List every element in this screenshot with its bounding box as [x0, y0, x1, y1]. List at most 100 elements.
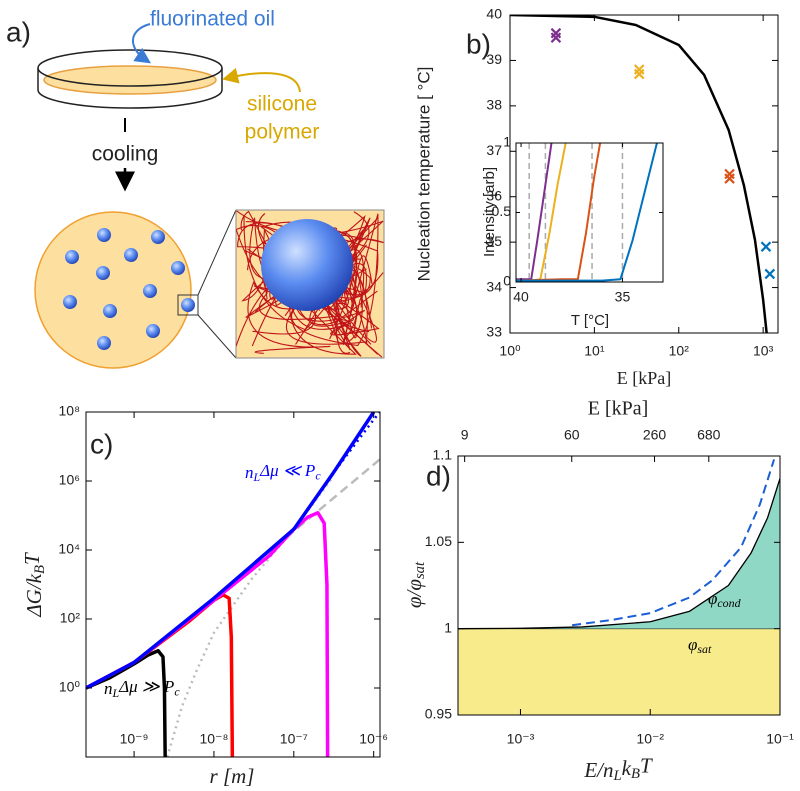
x-axis-label: T [°C] — [571, 312, 609, 329]
condensate-area — [458, 478, 780, 629]
plot-area — [510, 15, 776, 333]
x-tick-label: 10⁻⁶ — [359, 731, 388, 747]
subscript: L — [253, 470, 261, 484]
y-tick-label: 37 — [486, 142, 502, 158]
x-tick-label: 35 — [615, 289, 631, 305]
dish-rim — [37, 49, 223, 87]
x2-tick-label: 680 — [697, 427, 721, 443]
droplets — [63, 228, 195, 350]
series-line — [166, 477, 333, 757]
x-axis-label: E/nLkBT — [583, 753, 653, 784]
schematic: a) fluorinated oil silicone polymer cool… — [6, 8, 385, 369]
polymer-arrow — [222, 67, 301, 93]
droplet — [151, 230, 165, 244]
series-line — [86, 649, 167, 757]
subscript: L — [613, 769, 622, 785]
polymer-label: polymer — [245, 121, 320, 144]
y-tick-label: 10⁸ — [59, 403, 81, 419]
marker — [764, 268, 776, 280]
subscript: c — [315, 468, 321, 482]
x-tick-label: 10⁻¹ — [766, 731, 794, 747]
y-tick-label: 35 — [486, 233, 502, 249]
panel-label: a) — [6, 16, 31, 47]
x-tick-label: 10⁻³ — [507, 731, 535, 747]
polymer-strand — [294, 252, 366, 339]
plot-area — [516, 143, 658, 282]
y-axis-label: Intensity [arb] — [481, 167, 498, 257]
series-line — [516, 143, 553, 281]
droplet — [65, 250, 79, 264]
text-part: T — [20, 552, 44, 565]
y-tick-label: 1.05 — [425, 533, 452, 549]
subscript: cond — [717, 596, 740, 610]
oil-arrow — [132, 23, 151, 64]
text-part: φ — [708, 589, 717, 608]
zoom-line — [197, 209, 237, 296]
y-tick-label: 10⁴ — [58, 541, 80, 557]
subscript: B — [631, 766, 640, 782]
y-axis-label: Nucleation temperature [ °C] — [414, 67, 433, 282]
text-part: φ/φ — [402, 579, 426, 608]
x-tick-label: 10¹ — [584, 343, 605, 359]
series-line — [516, 143, 658, 282]
subscript: sat — [697, 642, 712, 656]
y-tick-label: 38 — [486, 97, 502, 113]
y-axis-label: ΔG/kBT — [20, 552, 49, 618]
x-tick-label: 10⁻⁷ — [280, 731, 308, 747]
x-tick-label: 10⁻² — [636, 731, 664, 747]
zoom-box — [177, 294, 199, 316]
y-tick-label: 36 — [486, 187, 502, 203]
droplet — [143, 284, 157, 298]
marker — [550, 27, 562, 39]
panel: 40 35 0 0.5 1 T [°C] Intensity [arb] — [481, 134, 664, 329]
polymer-strand — [257, 213, 365, 334]
y-tick-label: 1 — [444, 619, 452, 635]
droplet — [103, 304, 117, 318]
droplet — [146, 324, 160, 338]
text-part: Δμ ≪ P — [259, 461, 315, 480]
subscript: sat — [413, 561, 429, 579]
panel-label: d) — [426, 460, 451, 491]
droplet-large — [261, 219, 353, 311]
cooling-label: cooling — [92, 143, 159, 166]
droplet — [97, 228, 111, 242]
x-tick-label: 10⁻⁹ — [120, 731, 149, 747]
y-tick-label: 1.1 — [433, 447, 453, 463]
marker — [724, 168, 735, 180]
text-part: T — [640, 753, 653, 777]
subscript: c — [174, 684, 180, 698]
oil-label: fluorinated oil — [150, 8, 275, 31]
text-part: E/n — [583, 758, 613, 782]
polymer-layer — [43, 65, 217, 95]
x-axis-label: E [kPa] — [617, 368, 671, 388]
y-tick-label: 10⁰ — [59, 679, 81, 695]
y-tick-label: 0.95 — [425, 706, 452, 722]
subscript: B — [33, 565, 49, 574]
panel-label: c) — [90, 428, 113, 459]
x-tick-label: 10⁻⁸ — [200, 731, 229, 747]
polymer-strand — [290, 213, 379, 347]
sample-disc — [34, 211, 192, 369]
panel-label: b) — [466, 28, 491, 59]
x-tick-label: 40 — [513, 289, 529, 305]
y-tick-label: 40 — [486, 6, 502, 22]
series-line — [86, 511, 330, 757]
axes-frame — [457, 455, 781, 716]
droplet — [63, 295, 77, 309]
y-tick-label: 10⁶ — [59, 472, 80, 488]
droplet — [171, 261, 185, 275]
marker — [633, 64, 645, 75]
dish-bottom — [37, 89, 223, 109]
series-line — [571, 459, 776, 627]
x-tick-label: 10⁰ — [499, 343, 521, 359]
y-axis-label: φ/φsat — [402, 561, 429, 608]
y-tick-label: 34 — [486, 278, 502, 294]
x2-axis-label: E [kPa] — [588, 398, 649, 420]
zoom-line — [197, 314, 237, 359]
x-tick-label: 10³ — [753, 343, 774, 359]
y-tick-label: 39 — [486, 51, 502, 67]
y-tick-label: 0 — [503, 273, 511, 289]
x2-tick-label: 260 — [643, 427, 667, 443]
